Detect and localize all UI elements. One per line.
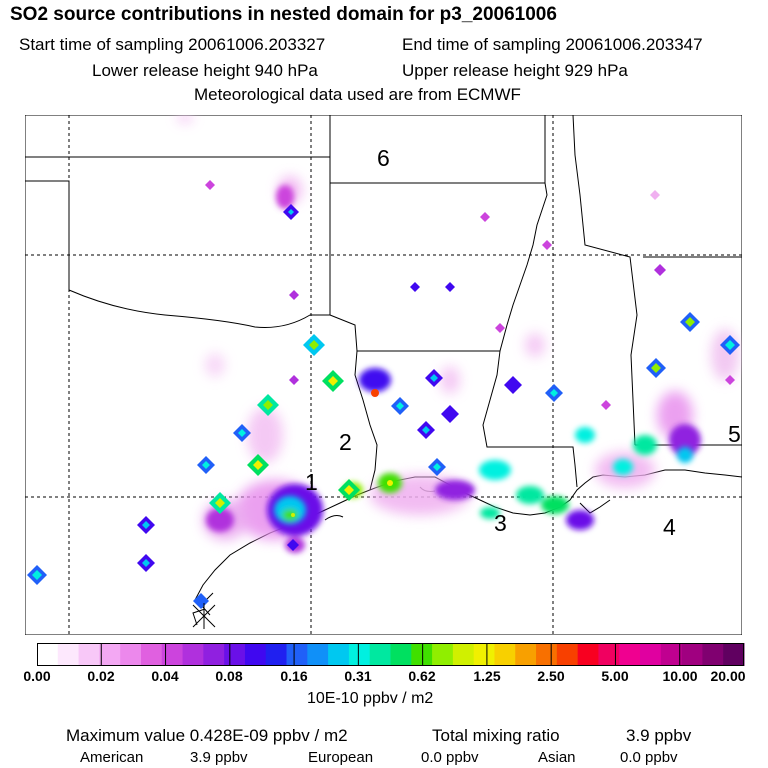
colorbar-cell bbox=[432, 643, 454, 666]
colorbar-cell bbox=[598, 643, 620, 666]
colorbar-cell bbox=[57, 643, 80, 666]
lat-lon-gridlines bbox=[25, 115, 742, 635]
colorbar-cell bbox=[224, 643, 246, 666]
max-value-label: Maximum value 0.428E-09 ppbv / m2 bbox=[66, 726, 348, 745]
colorbar-cell bbox=[452, 643, 475, 666]
map-panel: 1 2 3 4 5 6 bbox=[25, 115, 742, 635]
colorbar-cell bbox=[515, 643, 537, 666]
colorbar-tick-label: 0.02 bbox=[87, 668, 115, 684]
colorbar-cell bbox=[723, 643, 745, 666]
colorbar-cell bbox=[556, 643, 579, 666]
european-value: 0.0 ppbv bbox=[421, 749, 479, 766]
colorbar-tick-label: 0.08 bbox=[215, 668, 243, 684]
colorbar-cell bbox=[660, 643, 683, 666]
colorbar-tick-label: 0.00 bbox=[23, 668, 51, 684]
colorbar-cell bbox=[494, 643, 516, 666]
region-label-3: 3 bbox=[494, 510, 507, 536]
colorbar-tick-label: 20.00 bbox=[710, 668, 746, 684]
concentration-field bbox=[27, 115, 740, 629]
american-value: 3.9 ppbv bbox=[190, 749, 248, 766]
colorbar-units: 10E-10 ppbv / m2 bbox=[307, 690, 434, 707]
european-label: European bbox=[308, 749, 374, 766]
colorbar-tick-label: 5.00 bbox=[601, 668, 629, 684]
colorbar-cell bbox=[265, 643, 288, 666]
asian-label: Asian bbox=[538, 749, 576, 766]
lower-release-height-label: Lower release height 940 hPa bbox=[92, 61, 318, 80]
region-label-6: 6 bbox=[377, 145, 390, 171]
colorbar-tick-label: 0.31 bbox=[344, 668, 372, 684]
colorbar-tick-label: 0.04 bbox=[151, 668, 179, 684]
region-label-5: 5 bbox=[728, 421, 741, 447]
region-label-4: 4 bbox=[663, 514, 676, 540]
asian-value: 0.0 ppbv bbox=[620, 749, 678, 766]
colorbar-cell bbox=[348, 643, 371, 666]
colorbar-cell bbox=[473, 643, 495, 666]
colorbar-cell bbox=[78, 643, 100, 666]
plot-title: SO2 source contributions in nested domai… bbox=[10, 4, 557, 25]
colorbar-cell bbox=[328, 643, 350, 666]
colorbar-cell bbox=[640, 643, 662, 666]
start-time-label: Start time of sampling 20061006.203327 bbox=[19, 35, 326, 54]
colorbar-cell bbox=[369, 643, 391, 666]
region-label-1: 1 bbox=[305, 469, 318, 495]
colorbar-cell bbox=[536, 643, 558, 666]
total-mixing-ratio-label: Total mixing ratio bbox=[432, 726, 560, 745]
colorbar-cell bbox=[286, 643, 308, 666]
colorbar-cell bbox=[140, 643, 163, 666]
colorbar-cell bbox=[411, 643, 433, 666]
upper-release-height-label: Upper release height 929 hPa bbox=[402, 61, 628, 80]
met-data-label: Meteorological data used are from ECMWF bbox=[194, 85, 521, 104]
release-point-marker bbox=[192, 603, 216, 629]
colorbar-cell bbox=[702, 643, 724, 666]
colorbar-tick-label: 10.00 bbox=[662, 668, 698, 684]
colorbar-tick-label: 1.25 bbox=[473, 668, 501, 684]
colorbar-cell bbox=[203, 643, 225, 666]
american-label: American bbox=[80, 749, 144, 766]
colorbar-cell bbox=[619, 643, 641, 666]
colorbar-tick-label: 2.50 bbox=[537, 668, 565, 684]
region-label-2: 2 bbox=[339, 429, 352, 455]
colorbar-cell bbox=[161, 643, 184, 666]
colorbar-cell bbox=[120, 643, 142, 666]
end-time-label: End time of sampling 20061006.203347 bbox=[402, 35, 703, 54]
colorbar-cell bbox=[244, 643, 267, 666]
colorbar-cell bbox=[182, 643, 204, 666]
colorbar bbox=[37, 643, 745, 666]
colorbar-tick-label: 0.62 bbox=[408, 668, 436, 684]
colorbar-cell bbox=[390, 643, 412, 666]
colorbar-cell bbox=[99, 643, 121, 666]
colorbar-cell bbox=[577, 643, 599, 666]
colorbar-tick-label: 0.16 bbox=[280, 668, 308, 684]
colorbar-cell bbox=[37, 643, 59, 666]
colorbar-cell bbox=[307, 643, 329, 666]
colorbar-cell bbox=[681, 643, 703, 666]
total-mixing-ratio-value: 3.9 ppbv bbox=[626, 726, 692, 745]
